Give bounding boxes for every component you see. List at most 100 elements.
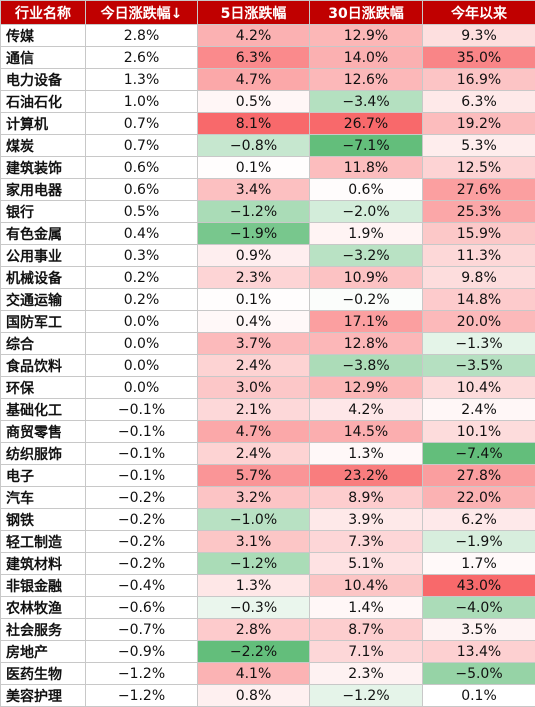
column-header-today-change[interactable]: 今日涨跌幅↓ xyxy=(86,1,198,25)
5day-change-cell: 0.4% xyxy=(198,311,310,333)
industry-name-cell: 环保 xyxy=(1,377,86,399)
5day-change-cell: 6.3% xyxy=(198,47,310,69)
ytd-change-cell: 6.2% xyxy=(423,509,535,531)
30day-change-cell: −2.0% xyxy=(310,201,423,223)
industry-name-cell: 传媒 xyxy=(1,25,86,47)
table-row: 建筑材料−0.2%−1.2%5.1%1.7% xyxy=(1,553,535,575)
ytd-change-cell: −1.3% xyxy=(423,333,535,355)
ytd-change-cell: −1.9% xyxy=(423,531,535,553)
today-change-cell: 2.6% xyxy=(86,47,198,69)
today-change-cell: −1.2% xyxy=(86,663,198,685)
ytd-change-cell: 14.8% xyxy=(423,289,535,311)
ytd-change-cell: 43.0% xyxy=(423,575,535,597)
30day-change-cell: 1.4% xyxy=(310,597,423,619)
30day-change-cell: 26.7% xyxy=(310,113,423,135)
30day-change-cell: 23.2% xyxy=(310,465,423,487)
industry-name-cell: 食品饮料 xyxy=(1,355,86,377)
ytd-change-cell: 3.5% xyxy=(423,619,535,641)
ytd-change-cell: 0.1% xyxy=(423,685,535,707)
today-change-cell: −1.2% xyxy=(86,685,198,707)
industry-name-cell: 家用电器 xyxy=(1,179,86,201)
column-header-ytd-change[interactable]: 今年以来 xyxy=(423,1,535,25)
table-row: 房地产−0.9%−2.2%7.1%13.4% xyxy=(1,641,535,663)
today-change-cell: 0.5% xyxy=(86,201,198,223)
5day-change-cell: −2.2% xyxy=(198,641,310,663)
column-header-30day-change[interactable]: 30日涨跌幅 xyxy=(310,1,423,25)
5day-change-cell: −1.9% xyxy=(198,223,310,245)
table-row: 电子−0.1%5.7%23.2%27.8% xyxy=(1,465,535,487)
industry-name-cell: 有色金属 xyxy=(1,223,86,245)
today-change-cell: −0.7% xyxy=(86,619,198,641)
industry-name-cell: 轻工制造 xyxy=(1,531,86,553)
table-row: 钢铁−0.2%−1.0%3.9%6.2% xyxy=(1,509,535,531)
30day-change-cell: 10.4% xyxy=(310,575,423,597)
industry-name-cell: 电子 xyxy=(1,465,86,487)
ytd-change-cell: 11.3% xyxy=(423,245,535,267)
industry-name-cell: 通信 xyxy=(1,47,86,69)
30day-change-cell: −3.2% xyxy=(310,245,423,267)
30day-change-cell: 12.9% xyxy=(310,377,423,399)
5day-change-cell: −1.2% xyxy=(198,553,310,575)
industry-name-cell: 综合 xyxy=(1,333,86,355)
5day-change-cell: 3.2% xyxy=(198,487,310,509)
today-change-cell: 0.6% xyxy=(86,157,198,179)
table-row: 美容护理−1.2%0.8%−1.2%0.1% xyxy=(1,685,535,707)
5day-change-cell: 2.4% xyxy=(198,355,310,377)
industry-name-cell: 房地产 xyxy=(1,641,86,663)
today-change-cell: 0.7% xyxy=(86,135,198,157)
industry-name-cell: 美容护理 xyxy=(1,685,86,707)
ytd-change-cell: 27.6% xyxy=(423,179,535,201)
today-change-cell: −0.2% xyxy=(86,553,198,575)
ytd-change-cell: 10.1% xyxy=(423,421,535,443)
today-change-cell: 0.0% xyxy=(86,311,198,333)
today-change-cell: 2.8% xyxy=(86,25,198,47)
ytd-change-cell: 22.0% xyxy=(423,487,535,509)
today-change-cell: −0.2% xyxy=(86,531,198,553)
5day-change-cell: 3.4% xyxy=(198,179,310,201)
today-change-cell: 0.2% xyxy=(86,289,198,311)
table-row: 非银金融−0.4%1.3%10.4%43.0% xyxy=(1,575,535,597)
industry-name-cell: 非银金融 xyxy=(1,575,86,597)
industry-name-cell: 煤炭 xyxy=(1,135,86,157)
5day-change-cell: 8.1% xyxy=(198,113,310,135)
30day-change-cell: −0.2% xyxy=(310,289,423,311)
today-change-cell: 0.6% xyxy=(86,179,198,201)
industry-name-cell: 社会服务 xyxy=(1,619,86,641)
today-change-cell: 0.4% xyxy=(86,223,198,245)
30day-change-cell: 12.6% xyxy=(310,69,423,91)
today-change-cell: −0.2% xyxy=(86,487,198,509)
today-change-cell: 0.0% xyxy=(86,333,198,355)
5day-change-cell: −0.3% xyxy=(198,597,310,619)
industry-name-cell: 商贸零售 xyxy=(1,421,86,443)
today-change-cell: 0.2% xyxy=(86,267,198,289)
industry-name-cell: 机械设备 xyxy=(1,267,86,289)
30day-change-cell: 14.0% xyxy=(310,47,423,69)
industry-name-cell: 国防军工 xyxy=(1,311,86,333)
column-header-industry[interactable]: 行业名称 xyxy=(1,1,86,25)
industry-name-cell: 农林牧渔 xyxy=(1,597,86,619)
5day-change-cell: −1.2% xyxy=(198,201,310,223)
ytd-change-cell: 25.3% xyxy=(423,201,535,223)
ytd-change-cell: 1.7% xyxy=(423,553,535,575)
30day-change-cell: 12.8% xyxy=(310,333,423,355)
30day-change-cell: 8.9% xyxy=(310,487,423,509)
ytd-change-cell: 19.2% xyxy=(423,113,535,135)
industry-name-cell: 纺织服饰 xyxy=(1,443,86,465)
5day-change-cell: 0.5% xyxy=(198,91,310,113)
ytd-change-cell: 20.0% xyxy=(423,311,535,333)
today-change-cell: 0.0% xyxy=(86,377,198,399)
industry-name-cell: 建筑材料 xyxy=(1,553,86,575)
30day-change-cell: 4.2% xyxy=(310,399,423,421)
30day-change-cell: 7.3% xyxy=(310,531,423,553)
column-header-5day-change[interactable]: 5日涨跌幅 xyxy=(198,1,310,25)
today-change-cell: −0.1% xyxy=(86,399,198,421)
